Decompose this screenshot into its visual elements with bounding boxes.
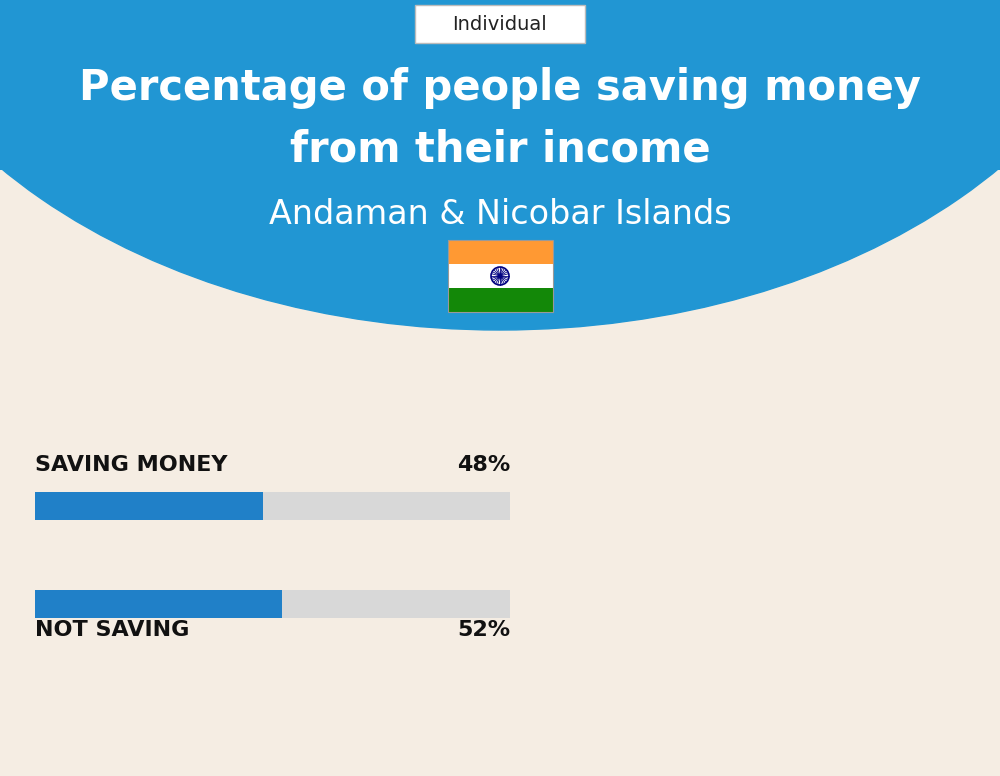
Bar	[35, 590, 510, 618]
Bar	[448, 264, 552, 288]
Bar	[35, 590, 282, 618]
Text: SAVING MONEY: SAVING MONEY	[35, 455, 228, 475]
Ellipse shape	[0, 0, 1000, 330]
Bar	[35, 492, 263, 520]
FancyBboxPatch shape	[415, 5, 585, 43]
Text: from their income: from their income	[290, 129, 710, 171]
Text: NOT SAVING: NOT SAVING	[35, 620, 189, 640]
Text: Andaman & Nicobar Islands: Andaman & Nicobar Islands	[269, 199, 731, 231]
Bar	[448, 240, 552, 312]
Text: Percentage of people saving money: Percentage of people saving money	[79, 67, 921, 109]
Text: 52%: 52%	[457, 620, 510, 640]
Bar	[0, 0, 1000, 170]
Text: Individual: Individual	[453, 15, 547, 33]
Bar	[448, 288, 552, 312]
Text: 48%: 48%	[457, 455, 510, 475]
Bar	[448, 240, 552, 264]
Bar	[35, 492, 510, 520]
Circle shape	[498, 275, 502, 278]
